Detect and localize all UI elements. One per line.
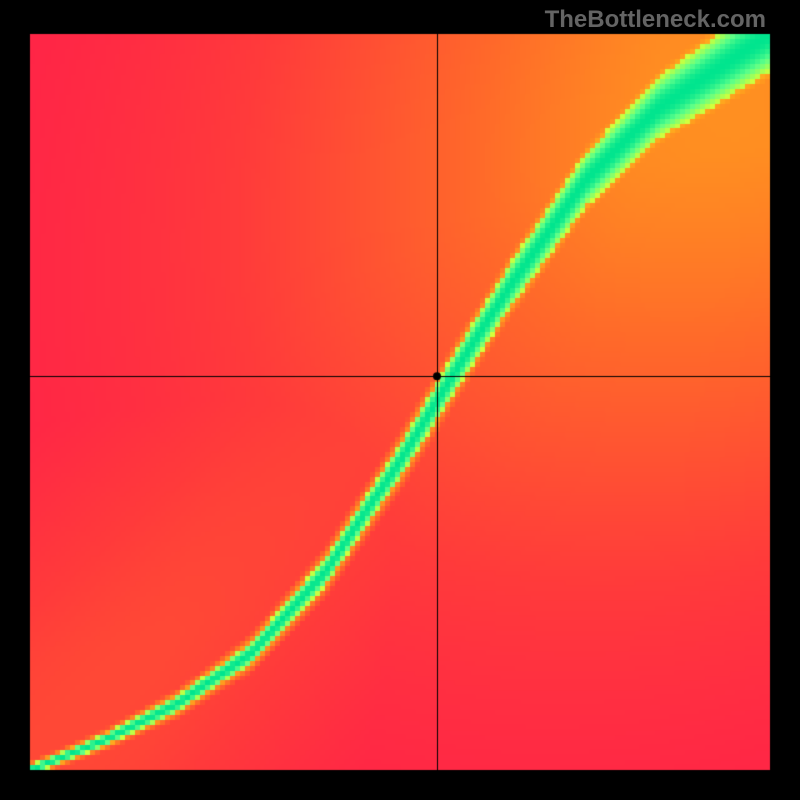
watermark-text: TheBottleneck.com [545,6,766,34]
bottleneck-chart: TheBottleneck.com [0,0,800,800]
heatmap-canvas [0,0,800,800]
